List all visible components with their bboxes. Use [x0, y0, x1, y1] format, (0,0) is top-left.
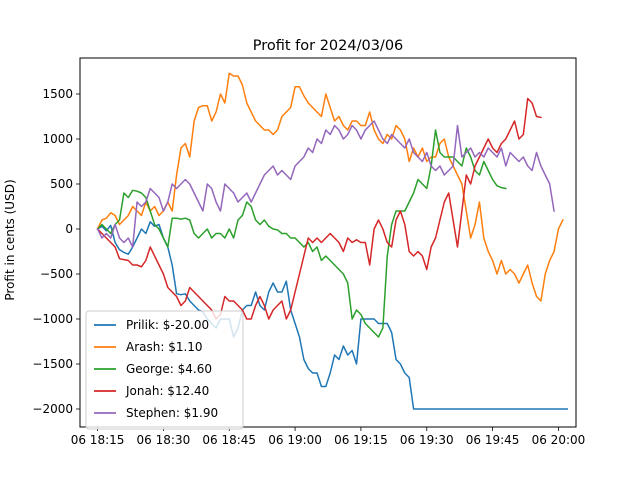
- legend-box: [85, 310, 244, 430]
- y-tick-label: 1000: [42, 132, 73, 146]
- series-line-4: [96, 97, 542, 320]
- x-axis: 06 18:15 06 18:30 06 18:45 06 19:00 06 19:15…: [71, 427, 586, 447]
- chart-title: Profit for 2024/03/06: [253, 38, 404, 54]
- y-tick-label: 1500: [42, 87, 73, 101]
- x-tick-label: 06 19:15: [334, 433, 388, 447]
- series-line-5: [96, 120, 555, 248]
- y-tick-label: 0: [65, 222, 73, 236]
- y-tick-label: 500: [50, 177, 73, 191]
- y-axis-label: Profit in cents (USD): [3, 179, 17, 300]
- x-tick-label: 06 18:30: [137, 433, 191, 447]
- legend-label: Prilik: $-20.00: [126, 318, 209, 332]
- plot-frame: [79, 57, 577, 428]
- x-tick-label: 06 20:00: [532, 433, 586, 447]
- legend-label: Jonah: $12.40: [125, 384, 209, 398]
- legend-label: Stephen: $1.90: [126, 406, 218, 420]
- x-tick-label: 06 19:30: [400, 433, 454, 447]
- x-tick-label: 06 18:15: [71, 433, 125, 447]
- legend-label: George: $4.60: [126, 362, 212, 376]
- y-tick-label: −1500: [32, 357, 73, 371]
- series-line-3: [96, 129, 507, 338]
- legend: Prilik: $-20.00 Arash: $1.10 George: $4.60…: [85, 310, 244, 430]
- y-tick-label: −2000: [32, 402, 73, 416]
- x-tick-label: 06 19:00: [268, 433, 322, 447]
- legend-label: Arash: $1.10: [126, 340, 203, 354]
- x-tick-label: 06 19:45: [466, 433, 520, 447]
- y-tick-label: −500: [40, 267, 73, 281]
- y-tick-label: −1000: [32, 312, 73, 326]
- series-layer: [96, 72, 568, 410]
- y-axis: −2000 −1500 −1000 −500 0 500 1000 1500: [32, 87, 80, 416]
- x-tick-label: 06 18:45: [202, 433, 256, 447]
